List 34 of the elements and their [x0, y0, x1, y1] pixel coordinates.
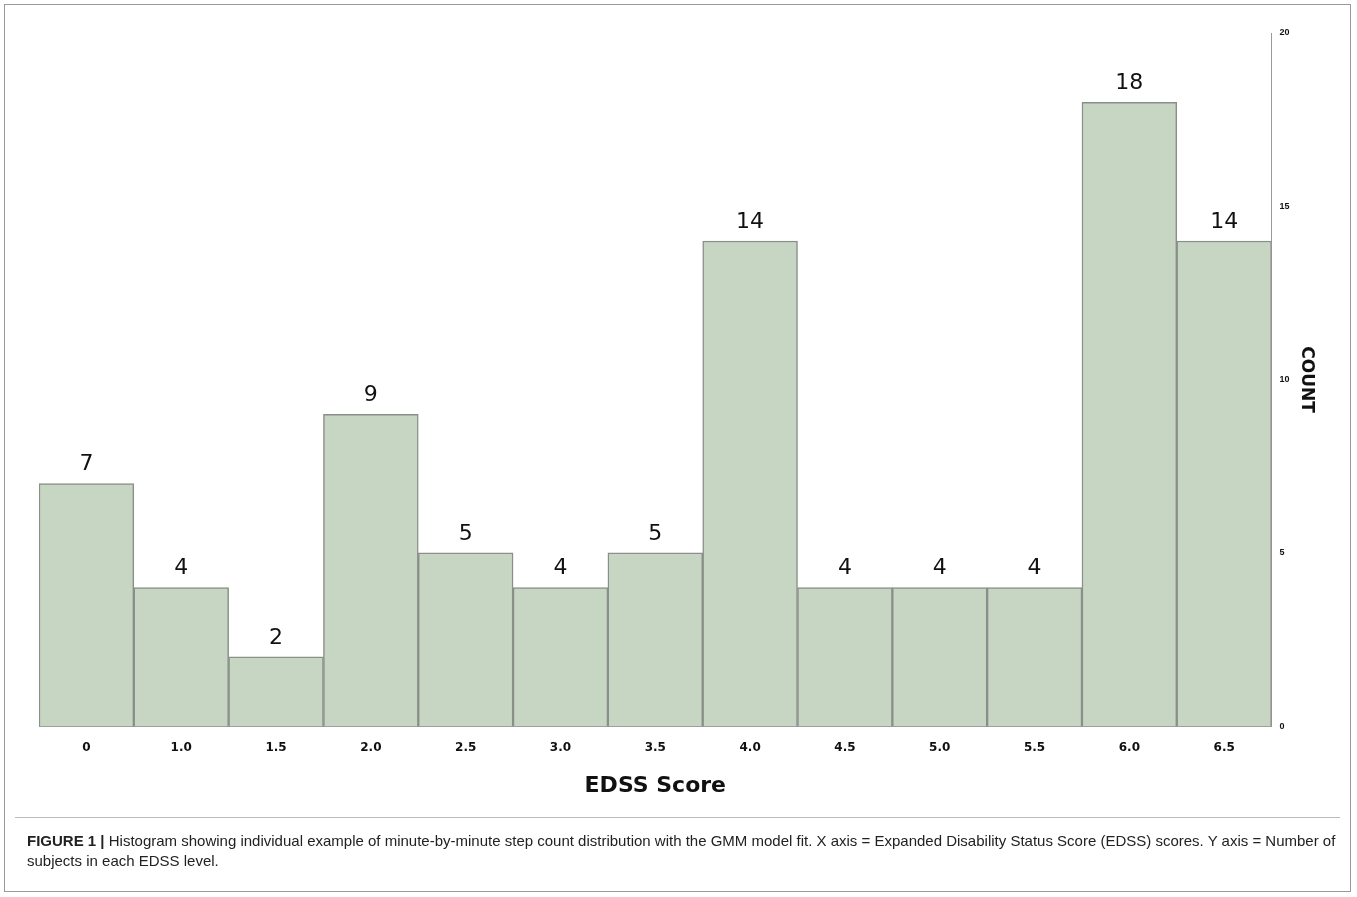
- data-label: 4: [174, 554, 189, 580]
- data-label: 14: [736, 207, 765, 233]
- y-tick-label: 0: [1279, 720, 1285, 731]
- x-tick-label: 5.5: [1023, 739, 1046, 754]
- x-tick-label: 2.0: [360, 739, 382, 754]
- data-label: 5: [648, 519, 663, 545]
- x-tick-label: 3.0: [549, 739, 572, 754]
- data-label: 5: [458, 519, 473, 545]
- x-tick-label: 0: [82, 739, 91, 754]
- data-label: 7: [79, 450, 94, 476]
- data-label: 4: [837, 554, 852, 580]
- y-tick-label: 15: [1279, 200, 1290, 211]
- y-tick-label: 20: [1279, 27, 1290, 38]
- x-tick-label: 3.5: [644, 739, 666, 754]
- y-axis-title: COUNT: [1298, 346, 1319, 414]
- data-label: 4: [553, 554, 568, 580]
- data-label: 18: [1115, 69, 1144, 95]
- x-tick-label: 4.0: [739, 739, 761, 754]
- x-tick-label: 1.5: [265, 739, 287, 754]
- data-label: 9: [363, 380, 378, 406]
- x-tick-label: 2.5: [455, 739, 477, 754]
- caption: FIGURE 1 | Histogram showing individual example of minute-by-minute step count distribution with the GMM model fit. X axis = Expanded Disability Status Score (EDSS) scores. Y axis = Number of subjects in each EDSS level.: [27, 831, 1337, 871]
- x-tick-label: 6.0: [1118, 739, 1140, 754]
- data-label: 4: [932, 554, 947, 580]
- x-tick-label: 6.5: [1213, 739, 1235, 754]
- data-label: 4: [1027, 554, 1042, 580]
- y-tick-label: 10: [1279, 374, 1290, 385]
- x-tick-label: 4.5: [834, 739, 856, 754]
- x-axis-title: EDSS Score: [584, 771, 727, 797]
- data-label: 14: [1210, 207, 1239, 233]
- y-tick-label: 5: [1279, 547, 1285, 558]
- x-tick-label: 1.0: [170, 739, 192, 754]
- x-tick-label: 5.0: [929, 739, 951, 754]
- data-label: 2: [269, 623, 284, 649]
